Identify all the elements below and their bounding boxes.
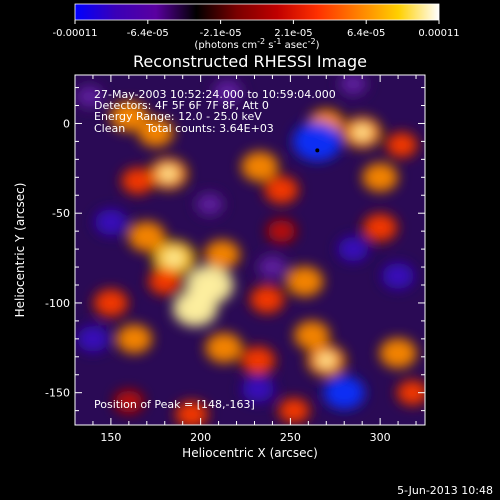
- heatmap-source-positive: [242, 347, 274, 374]
- heatmap-source-positive: [242, 152, 278, 181]
- heatmap-source-core: [353, 125, 372, 140]
- heatmap-source-negative: [293, 122, 341, 161]
- annotation-time: 27-May-2003 10:52:24.000 to 10:59:04.000: [94, 88, 336, 101]
- heatmap-source-core: [317, 353, 336, 368]
- colorbar-tick-label: 6.4e-05: [347, 28, 385, 39]
- annotation-energy: Energy Range: 12.0 - 25.0 keV: [94, 110, 262, 123]
- colorbar-gradient: [74, 3, 440, 21]
- x-tick-label: 200: [190, 431, 211, 444]
- colorbar-tick-label: -2.1e-05: [200, 28, 242, 39]
- annotation-method: Clean: [94, 122, 125, 135]
- heatmap-source-positive: [267, 220, 295, 243]
- y-tick-label: 0: [63, 117, 70, 130]
- heatmap-source-negative: [339, 75, 367, 95]
- heatmap-source-negative: [95, 209, 127, 236]
- heatmap-source-positive: [149, 269, 180, 294]
- heatmap-source-positive: [398, 381, 425, 405]
- annotation-peak: Position of Peak = [148,-163]: [94, 398, 255, 411]
- heatmap-source-positive: [139, 118, 173, 146]
- heatmap-source-core: [163, 249, 184, 267]
- y-tick-label: -50: [52, 207, 70, 220]
- heatmap-source-positive: [115, 390, 143, 413]
- footer-date: 5-Jun-2013 10:48: [397, 484, 493, 497]
- colorbar-tick-label: -0.00011: [53, 28, 98, 39]
- heatmap-source-positive: [205, 240, 239, 268]
- heatmap-source-positive: [251, 286, 283, 313]
- heatmap-source-positive: [111, 102, 147, 131]
- annotations: 27-May-2003 10:52:24.000 to 10:59:04.000…: [94, 88, 336, 411]
- x-tick-label: 250: [280, 431, 301, 444]
- peak-marker: [315, 148, 320, 153]
- heatmap-source-positive: [363, 163, 397, 191]
- heatmap-source-positive: [176, 401, 207, 425]
- heatmap-source-positive: [380, 339, 416, 368]
- heatmap-source-positive: [287, 267, 323, 296]
- heatmap-source-positive: [129, 222, 165, 251]
- heatmap-area: [75, 75, 425, 425]
- heatmap-source-core: [159, 166, 178, 182]
- annotation-detectors: Detectors: 4F 5F 6F 7F 8F, Att 0: [94, 99, 269, 112]
- x-axis-ticks: 150 200 250 300: [92, 75, 417, 444]
- heatmap-source-positive: [122, 168, 153, 194]
- x-tick-label: 150: [100, 431, 121, 444]
- y-axis-ticks: 0 -50 -100 -150: [45, 87, 425, 412]
- colorbar-tick-label: 0.00011: [418, 28, 459, 39]
- heatmap-source-positive: [364, 214, 396, 241]
- colorbar-units: (photons cm-2 s-1 asec-2): [194, 37, 319, 51]
- colorbar: -0.00011 -6.4e-05 -2.1e-05 2.1e-05 6.4e-05 0.…: [53, 3, 460, 51]
- heatmap-source-positive: [279, 399, 309, 423]
- y-tick-label: -100: [45, 297, 70, 310]
- annotation-counts: Total counts: 3.64E+03: [145, 122, 274, 135]
- heatmap-source-negative: [77, 325, 109, 352]
- chart-title: Reconstructed RHESSI Image: [133, 52, 367, 71]
- heatmap-source-negative: [324, 376, 364, 409]
- heatmap-source-positive: [387, 133, 416, 157]
- heatmap-source-negative: [338, 236, 369, 262]
- heatmap-source-negative: [242, 376, 274, 402]
- heatmap-source-positive: [265, 177, 298, 203]
- heatmap-source-positive: [95, 290, 127, 316]
- colorbar-ticks: -0.00011 -6.4e-05 -2.1e-05 2.1e-05 6.4e-05 0.…: [53, 20, 460, 39]
- heatmap-source-negative: [258, 255, 287, 279]
- heatmap-source-core: [198, 275, 221, 295]
- heatmap-source-negative: [75, 85, 103, 108]
- heatmap-source-negative: [382, 263, 414, 289]
- y-axis-label: Heliocentric Y (arcsec): [13, 183, 27, 318]
- heatmap-source-core: [184, 299, 206, 317]
- heatmap-source-negative: [213, 79, 242, 103]
- x-axis-label: Heliocentric X (arcsec): [182, 446, 318, 460]
- colorbar-tick-label: -6.4e-05: [127, 28, 169, 39]
- heatmap-source-positive: [295, 321, 329, 349]
- x-tick-label: 300: [370, 431, 391, 444]
- plot-frame: [74, 74, 426, 426]
- heatmap-source-negative: [196, 193, 224, 216]
- y-tick-label: -150: [45, 387, 70, 400]
- heatmap-source-positive: [206, 333, 242, 362]
- heatmap-source-positive: [117, 325, 151, 353]
- colorbar-tick-label: 2.1e-05: [274, 28, 312, 39]
